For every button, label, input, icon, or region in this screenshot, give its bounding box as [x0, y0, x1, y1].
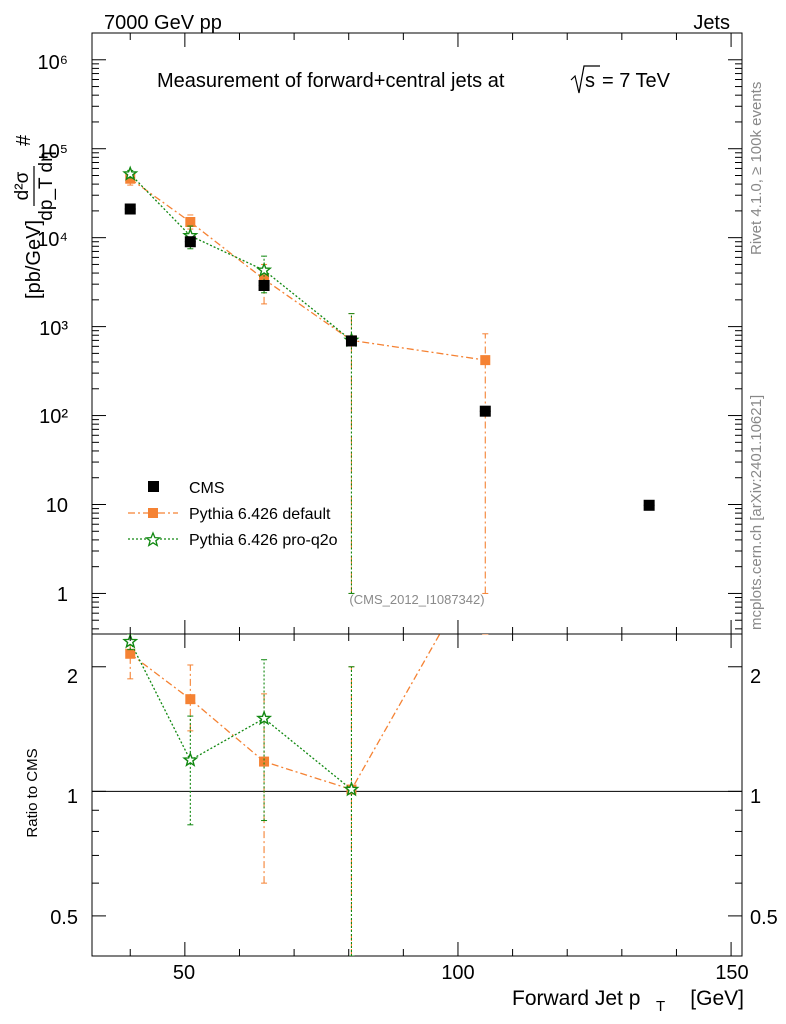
- ratio-ytick-label: 0.5: [50, 907, 78, 929]
- legend-marker-proq2o: [144, 531, 162, 547]
- ratio-default-point: [185, 694, 196, 705]
- cms-point: [258, 279, 270, 291]
- main-ylabel: # d²σ dp_T dη [pb/GeV]: [12, 134, 57, 299]
- mcplots-label: mcplots.cern.ch [arXiv:2401.10621]: [748, 395, 765, 630]
- ratio-default-point: [259, 756, 270, 767]
- ratio-y-tick-labels: 2 1 0.5 2 1 0.5: [50, 666, 778, 929]
- cms-point: [184, 236, 196, 248]
- x-tick-labels: 50 100 150: [173, 962, 749, 984]
- ratio-proq2o-line: [129, 641, 352, 791]
- ratio-default-point: [125, 648, 136, 659]
- default-point: [125, 173, 136, 184]
- default-line: [129, 178, 486, 361]
- legend-label: CMS: [189, 480, 225, 497]
- main-series-layer: [122, 165, 655, 594]
- plot-title-suffix: = 7 TeV: [602, 70, 671, 92]
- default-point: [480, 355, 491, 366]
- legend-entry-proq2o: Pythia 6.426 pro-q2o: [128, 531, 338, 549]
- cms-point: [345, 335, 357, 347]
- cms-point: [643, 499, 655, 511]
- ratio-ytick-label-right: 0.5: [750, 907, 778, 929]
- cms-point: [479, 405, 491, 417]
- legend-marker-default: [148, 508, 158, 518]
- xlabel-main: Forward Jet p: [512, 987, 640, 1010]
- legend-entry-default: Pythia 6.426 default: [128, 506, 331, 523]
- main-ytick-label: 10⁶: [38, 52, 68, 74]
- ylabel-denominator: dp_T dη: [36, 151, 57, 220]
- x-axis-label: Forward Jet p T [GeV]: [512, 987, 744, 1015]
- legend-label: Pythia 6.426 pro-q2o: [189, 532, 338, 549]
- legend-marker-cms: [148, 481, 159, 492]
- ratio-proq2o-point: [255, 709, 273, 726]
- ratio-ylabel: Ratio to CMS: [24, 748, 41, 837]
- plot-title: Measurement of forward+central jets at s…: [157, 65, 671, 94]
- ratio-ytick-label-right: 1: [750, 786, 761, 808]
- analysis-watermark: (CMS_2012_I1087342): [349, 592, 484, 607]
- plot-title-prefix: Measurement of forward+central jets at: [157, 70, 505, 92]
- legend: CMS Pythia 6.426 default Pythia 6.426 pr…: [128, 480, 338, 549]
- proq2o-line: [129, 173, 352, 341]
- legend-entry-cms: CMS: [148, 480, 225, 497]
- header-right: Jets: [693, 12, 730, 34]
- ylabel-unit: [pb/GeV]: [23, 220, 45, 299]
- ratio-panel-frame: [91, 633, 743, 957]
- main-ytick-label: 10: [46, 495, 68, 517]
- ratio-series-layer: [92, 634, 742, 956]
- main-y-tick-labels: 1 10 10² 10³ 10⁴ 10⁵ 10⁶: [37, 52, 68, 606]
- main-ytick-label: 1: [57, 584, 68, 606]
- header-left: 7000 GeV pp: [104, 12, 222, 34]
- ratio-ytick-label: 2: [67, 666, 78, 688]
- main-ytick-label: 10²: [39, 406, 68, 428]
- xlabel-subscript: T: [656, 998, 665, 1015]
- xtick-label: 50: [173, 962, 195, 984]
- xtick-label: 100: [441, 962, 474, 984]
- ratio-proq2o-point: [182, 751, 199, 767]
- xlabel-unit: [GeV]: [690, 987, 744, 1010]
- proq2o-point: [255, 261, 273, 278]
- default-point: [185, 217, 196, 228]
- ratio-ytick-label: 1: [67, 786, 78, 808]
- main-ytick-label: 10³: [39, 318, 68, 340]
- ylabel-numerator: d²σ: [12, 171, 33, 200]
- main-ytick-label: 10⁵: [37, 141, 68, 163]
- main-ytick-label: 10⁴: [37, 229, 68, 251]
- ylabel-hash: #: [13, 134, 35, 146]
- legend-label: Pythia 6.426 default: [189, 506, 331, 523]
- rivet-label: Rivet 4.1.0, ≥ 100k events: [748, 82, 765, 255]
- plot-title-sqrt: s: [585, 70, 595, 92]
- xtick-label: 150: [715, 962, 748, 984]
- cms-point: [124, 203, 136, 215]
- ratio-proq2o-point: [343, 781, 360, 797]
- ratio-ytick-label-right: 2: [750, 666, 761, 688]
- main-axis-ticks: [92, 32, 742, 634]
- sqrt-sign-icon: [570, 65, 600, 94]
- proq2o-point: [122, 165, 139, 181]
- ratio-axis-ticks: [92, 634, 742, 957]
